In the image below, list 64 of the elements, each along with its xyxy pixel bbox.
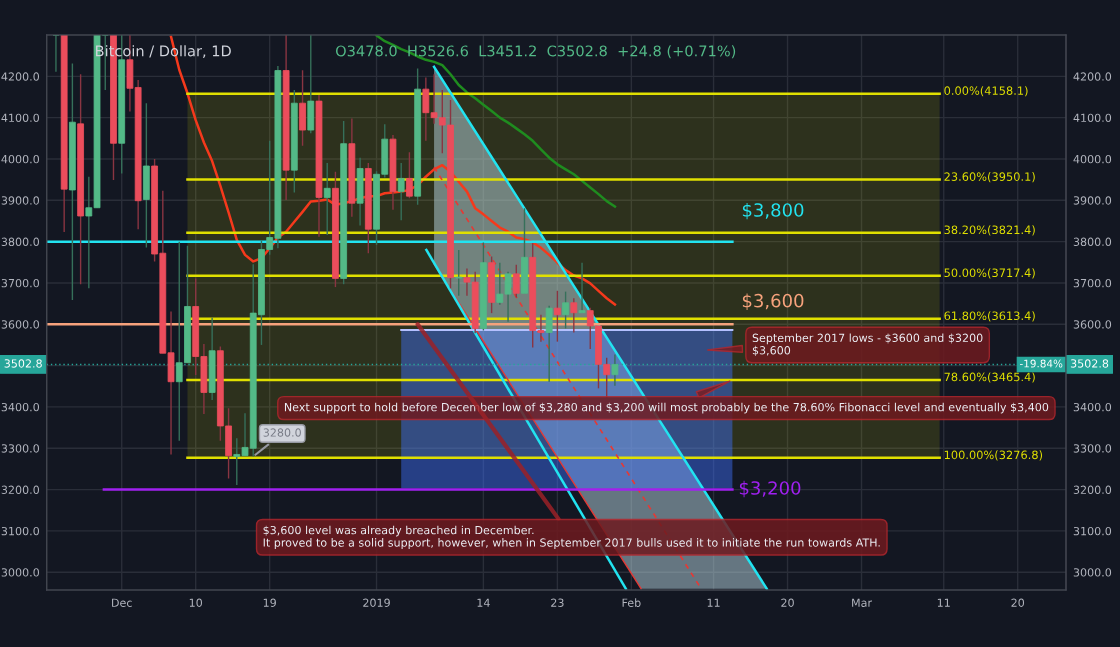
y-tick-label: 4200.0: [1, 72, 40, 81]
candlestick: [554, 290, 561, 343]
candlestick: [512, 264, 520, 299]
y-tick-label: 3400.0: [1, 402, 40, 412]
y-tick-label: 3000.0: [1, 568, 40, 577]
y-tick-label: 4000.0: [1, 154, 40, 164]
candlestick: [406, 151, 413, 199]
series-label: 0.00%(4158.1): [944, 86, 1028, 97]
y-tick-label: 3600.0: [1, 320, 40, 329]
x-tick-label: 14: [477, 598, 490, 607]
y-tick-label: 3300.0: [1, 444, 40, 453]
annotation: -19.84%: [1019, 359, 1063, 368]
annotation: 3280.0: [263, 428, 301, 437]
y-tick-label: 4100.0: [1, 113, 40, 123]
x-tick-label: 2019: [363, 598, 390, 607]
candlestick: [611, 353, 619, 387]
series-label: $3,200: [739, 480, 801, 498]
x-tick-label: 11: [707, 598, 720, 607]
candlestick: [455, 249, 463, 297]
candlestick: [323, 162, 331, 236]
y-tick-label: 3800.0: [1, 237, 40, 247]
series-label: $3,600: [742, 293, 804, 310]
y2-tick-label: 3100.0: [1073, 526, 1112, 536]
y-tick-label: 3100.0: [1, 526, 40, 536]
y2-tick-label: 3200.0: [1073, 485, 1112, 494]
x-tick-label: 20: [1011, 598, 1025, 607]
series-label: 100.00%(3276.8): [944, 450, 1043, 461]
annotation: Next support to hold before December low of $3,280 and $3,200 will most probably be the 78.60% Fibonacci level and eventually $3,400: [284, 402, 1049, 414]
x-tick-label: Mar: [852, 598, 872, 607]
series-label: 23.60%(3950.1): [944, 172, 1035, 183]
text: 3502.8: [1070, 359, 1109, 368]
text: O3478.0 H3526.6 L3451.2 C3502.8 +24.8 (+0.71%): [335, 45, 736, 59]
y2-tick-label: 4000.0: [1073, 154, 1112, 164]
series-label: 38.20%(3821.4): [944, 225, 1035, 236]
annotation: $3,600 level was already breached in December. It proved to be a solid support, however, when in September 2017 bulls used it to initiate the run towards ATH.: [263, 525, 880, 549]
candlestick: [578, 262, 586, 314]
y2-tick-label: 3900.0: [1073, 196, 1112, 205]
x-tick-label: Dec: [112, 598, 132, 607]
y2-tick-label: 4200.0: [1073, 72, 1112, 81]
candlestick: [570, 297, 578, 334]
y2-tick-label: 3600.0: [1073, 320, 1112, 329]
ref-line-label: 3502.8: [4, 359, 42, 368]
y2-tick-label: 3800.0: [1073, 237, 1112, 247]
y-tick-label: 3900.0: [1, 196, 40, 205]
y-tick-label: 3700.0: [1, 278, 40, 288]
y-tick-label: 3200.0: [1, 485, 40, 494]
series-label: 78.60%(3465.4): [944, 372, 1035, 383]
series-label: 61.80%(3613.4): [944, 311, 1035, 322]
y2-tick-label: 3400.0: [1073, 402, 1112, 412]
series-label: $3,800: [742, 202, 804, 220]
x-tick-label: 10: [189, 598, 203, 607]
candlestick: [562, 290, 569, 330]
y2-tick-label: 4100.0: [1073, 113, 1112, 123]
x-tick-label: 23: [551, 598, 564, 607]
candlestick: [397, 162, 405, 221]
y2-tick-label: 3000.0: [1073, 568, 1112, 577]
x-tick-label: Feb: [622, 598, 641, 607]
y2-tick-label: 3700.0: [1073, 278, 1112, 288]
annotation: September 2017 lows - $3600 and $3200 $3,600: [752, 333, 983, 356]
x-tick-label: 19: [263, 598, 276, 607]
y2-tick-label: 3300.0: [1073, 444, 1112, 453]
x-tick-label: 20: [781, 598, 794, 607]
series-label: 50.00%(3717.4): [944, 268, 1035, 279]
x-tick-label: 11: [937, 598, 950, 607]
